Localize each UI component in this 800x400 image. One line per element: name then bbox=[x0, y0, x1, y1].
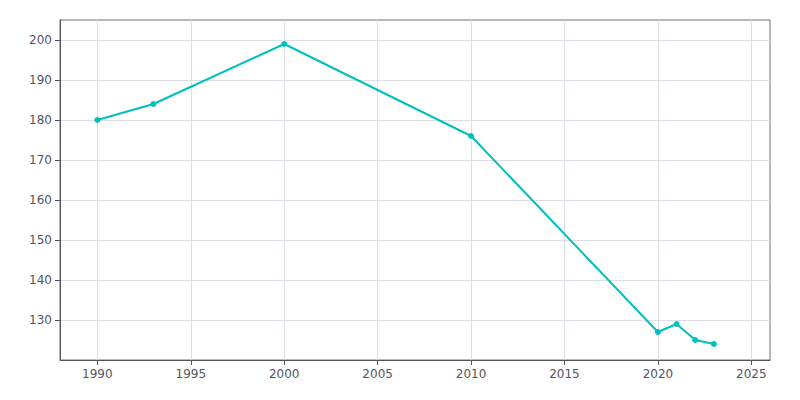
svg-text:190: 190 bbox=[29, 73, 52, 87]
svg-text:2010: 2010 bbox=[456, 367, 487, 381]
svg-text:150: 150 bbox=[29, 233, 52, 247]
svg-text:2005: 2005 bbox=[362, 367, 393, 381]
svg-text:200: 200 bbox=[29, 33, 52, 47]
svg-text:180: 180 bbox=[29, 113, 52, 127]
svg-text:170: 170 bbox=[29, 153, 52, 167]
svg-text:2025: 2025 bbox=[736, 367, 767, 381]
svg-text:2015: 2015 bbox=[549, 367, 580, 381]
svg-text:2000: 2000 bbox=[269, 367, 300, 381]
svg-text:130: 130 bbox=[29, 313, 52, 327]
svg-text:2020: 2020 bbox=[643, 367, 674, 381]
svg-text:1990: 1990 bbox=[82, 367, 113, 381]
svg-text:140: 140 bbox=[29, 273, 52, 287]
svg-text:160: 160 bbox=[29, 193, 52, 207]
svg-text:1995: 1995 bbox=[176, 367, 207, 381]
